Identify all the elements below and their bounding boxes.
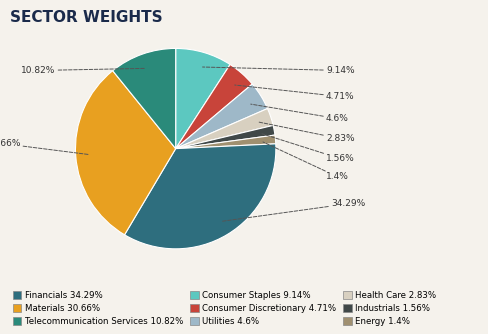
Wedge shape <box>176 84 267 149</box>
Text: 4.6%: 4.6% <box>251 104 349 123</box>
Wedge shape <box>176 109 273 149</box>
Wedge shape <box>176 64 252 149</box>
Text: 9.14%: 9.14% <box>203 66 355 75</box>
Legend: Financials 34.29%, Materials 30.66%, Telecommunication Services 10.82%, Consumer: Financials 34.29%, Materials 30.66%, Tel… <box>9 287 440 330</box>
Text: 1.4%: 1.4% <box>263 142 349 181</box>
Text: SECTOR WEIGHTS: SECTOR WEIGHTS <box>10 10 163 25</box>
Text: 34.29%: 34.29% <box>223 199 365 221</box>
Wedge shape <box>176 125 275 149</box>
Text: 2.83%: 2.83% <box>259 122 355 143</box>
Text: 10.82%: 10.82% <box>21 66 144 75</box>
Text: 1.56%: 1.56% <box>262 134 355 163</box>
Wedge shape <box>113 48 176 149</box>
Text: 30.66%: 30.66% <box>0 139 88 154</box>
Wedge shape <box>176 135 276 149</box>
Wedge shape <box>176 48 230 149</box>
Wedge shape <box>76 71 176 235</box>
Wedge shape <box>124 144 276 249</box>
Text: 4.71%: 4.71% <box>235 85 355 101</box>
